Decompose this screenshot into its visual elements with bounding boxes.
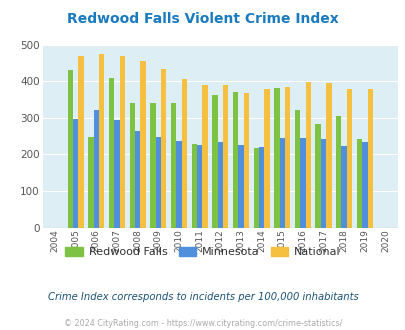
Bar bbox=[196, 145, 202, 228]
Bar bbox=[119, 56, 125, 228]
Bar bbox=[129, 103, 134, 228]
Bar bbox=[150, 103, 155, 228]
Bar bbox=[367, 88, 372, 228]
Bar bbox=[238, 145, 243, 228]
Bar bbox=[273, 88, 279, 228]
Bar bbox=[341, 147, 346, 228]
Bar bbox=[114, 120, 119, 228]
Bar bbox=[212, 95, 217, 228]
Text: Redwood Falls Violent Crime Index: Redwood Falls Violent Crime Index bbox=[67, 12, 338, 25]
Bar bbox=[181, 79, 187, 228]
Bar bbox=[243, 93, 248, 228]
Bar bbox=[279, 138, 284, 228]
Bar bbox=[176, 141, 181, 228]
Bar bbox=[335, 116, 341, 228]
Legend: Redwood Falls, Minnesota, National: Redwood Falls, Minnesota, National bbox=[61, 243, 344, 262]
Text: © 2024 CityRating.com - https://www.cityrating.com/crime-statistics/: © 2024 CityRating.com - https://www.city… bbox=[64, 319, 341, 328]
Bar bbox=[253, 148, 258, 228]
Bar bbox=[315, 124, 320, 228]
Bar bbox=[140, 61, 145, 228]
Bar bbox=[305, 82, 310, 228]
Bar bbox=[222, 85, 228, 228]
Bar bbox=[217, 142, 222, 228]
Bar bbox=[78, 55, 83, 228]
Bar bbox=[94, 111, 99, 228]
Bar bbox=[68, 70, 73, 228]
Bar bbox=[264, 89, 269, 228]
Bar bbox=[299, 138, 305, 228]
Bar bbox=[356, 139, 361, 228]
Bar bbox=[73, 118, 78, 228]
Bar bbox=[325, 83, 331, 228]
Bar bbox=[232, 92, 238, 228]
Bar bbox=[346, 88, 352, 228]
Bar bbox=[361, 142, 367, 228]
Text: Crime Index corresponds to incidents per 100,000 inhabitants: Crime Index corresponds to incidents per… bbox=[47, 292, 358, 302]
Bar bbox=[320, 139, 325, 228]
Bar bbox=[294, 111, 299, 228]
Bar bbox=[202, 85, 207, 228]
Bar bbox=[109, 78, 114, 228]
Bar bbox=[171, 103, 176, 228]
Bar bbox=[99, 54, 104, 228]
Bar bbox=[191, 144, 196, 228]
Bar bbox=[155, 137, 160, 228]
Bar bbox=[160, 69, 166, 228]
Bar bbox=[284, 87, 290, 228]
Bar bbox=[258, 147, 264, 228]
Bar bbox=[134, 131, 140, 228]
Bar bbox=[88, 137, 94, 228]
